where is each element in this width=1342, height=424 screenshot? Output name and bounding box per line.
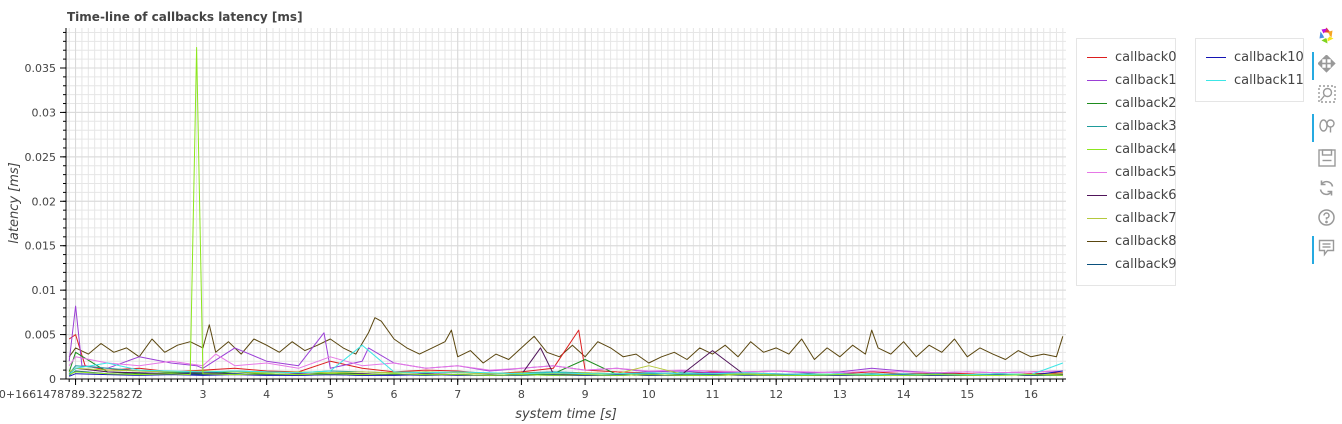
legend-swatch <box>1206 56 1226 58</box>
legend-item-callback6[interactable]: callback6 <box>1077 185 1177 205</box>
x-tick-label: 5 <box>327 388 334 401</box>
legend-swatch <box>1087 240 1107 242</box>
y-axis-label: latency [ms] <box>7 162 22 243</box>
y-tick-label: 0.035 <box>25 62 57 75</box>
x-tick-label: 7 <box>454 388 461 401</box>
series-line-callback11 <box>68 344 1063 376</box>
legend-swatch <box>1087 148 1107 150</box>
x-tick-label: 2 <box>136 388 143 401</box>
y-tick-label: 0.015 <box>25 240 57 253</box>
legend-item-callback7[interactable]: callback7 <box>1077 208 1177 228</box>
legend-label: callback7 <box>1115 210 1177 226</box>
legend-swatch <box>1087 194 1107 196</box>
x-tick-label: 4 <box>263 388 270 401</box>
x-tick-label: 13 <box>833 388 847 401</box>
y-tick-label: 0.01 <box>32 284 57 297</box>
legend-label: callback6 <box>1115 187 1177 203</box>
hover-tool-button[interactable] <box>1310 236 1342 264</box>
legend-swatch <box>1206 79 1226 81</box>
x-tick-label: 11 <box>705 388 719 401</box>
legend-item-callback2[interactable]: callback2 <box>1077 93 1177 113</box>
y-tick-label: 0.03 <box>32 106 57 119</box>
legend-item-callback3[interactable]: callback3 <box>1077 116 1177 136</box>
x-tick-label: 3 <box>199 388 206 401</box>
x-tick-label: 15 <box>960 388 974 401</box>
legend-swatch <box>1087 263 1107 265</box>
series-line-callback0 <box>68 329 1063 376</box>
legend-swatch <box>1087 125 1107 127</box>
bokeh-logo-button <box>1310 24 1342 52</box>
wheel-zoom-tool-button[interactable] <box>1310 114 1342 142</box>
legend-item-callback0[interactable]: callback0 <box>1077 47 1177 67</box>
legend-item-callback11[interactable]: callback11 <box>1196 70 1304 90</box>
x-tick-label: 16 <box>1024 388 1038 401</box>
legend-item-callback4[interactable]: callback4 <box>1077 139 1177 159</box>
legend-label: callback0 <box>1115 49 1177 65</box>
x-axis-label: system time [s] <box>515 407 617 422</box>
legend-label: callback1 <box>1115 72 1177 88</box>
legend-label: callback11 <box>1234 72 1304 88</box>
legend-label: callback10 <box>1234 49 1304 65</box>
series-line-callback8 <box>68 317 1064 364</box>
series-line-callback1 <box>68 305 1063 374</box>
legend-item-callback1[interactable]: callback1 <box>1077 70 1177 90</box>
legend-label: callback8 <box>1115 233 1177 249</box>
legend-label: callback3 <box>1115 118 1177 134</box>
chart-title: Time-line of callbacks latency [ms] <box>67 10 303 24</box>
reset-tool-button[interactable] <box>1310 176 1342 204</box>
help-tool-button[interactable] <box>1310 206 1342 234</box>
y-tick-label: 0.025 <box>25 151 57 164</box>
pan-tool-button[interactable] <box>1310 52 1342 80</box>
x-tick-label: 8 <box>518 388 525 401</box>
grid <box>66 28 1066 380</box>
series-line-callback4 <box>69 47 1063 376</box>
x-tick-label: 12 <box>769 388 783 401</box>
y-tick-label: 0 <box>49 373 56 386</box>
legend-item-callback8[interactable]: callback8 <box>1077 231 1177 251</box>
y-ticks: 0 0.005 0.01 0.015 0.02 0.025 0.03 0.035 <box>25 31 66 386</box>
x-tick-label: 0+1661478789.3225827 <box>0 388 138 401</box>
legend-swatch <box>1087 102 1107 104</box>
x-tick-label: 9 <box>582 388 589 401</box>
box-zoom-tool-button[interactable] <box>1310 82 1342 110</box>
legend-panel-1: callback0 callback1 callback2 callback3 call… <box>1076 38 1177 286</box>
series-line-callback5 <box>68 353 1063 374</box>
legend-swatch <box>1087 56 1107 58</box>
x-tick-label: 10 <box>642 388 656 401</box>
legend-label: callback4 <box>1115 141 1177 157</box>
legend-panel-2: callback10 callback11 <box>1195 38 1304 102</box>
series-layer <box>68 47 1064 377</box>
y-tick-label: 0.005 <box>25 329 57 342</box>
legend-item-callback10[interactable]: callback10 <box>1196 47 1304 67</box>
legend-label: callback5 <box>1115 164 1177 180</box>
legend-swatch <box>1087 79 1107 81</box>
x-tick-label: 14 <box>897 388 911 401</box>
x-tick-label: 6 <box>391 388 398 401</box>
save-tool-button[interactable] <box>1310 146 1342 174</box>
legend-swatch <box>1087 217 1107 219</box>
legend-label: callback9 <box>1115 256 1177 272</box>
legend-label: callback2 <box>1115 95 1177 111</box>
legend-swatch <box>1087 171 1107 173</box>
y-tick-label: 0.02 <box>32 195 57 208</box>
legend-item-callback5[interactable]: callback5 <box>1077 162 1177 182</box>
legend-item-callback9[interactable]: callback9 <box>1077 254 1177 274</box>
